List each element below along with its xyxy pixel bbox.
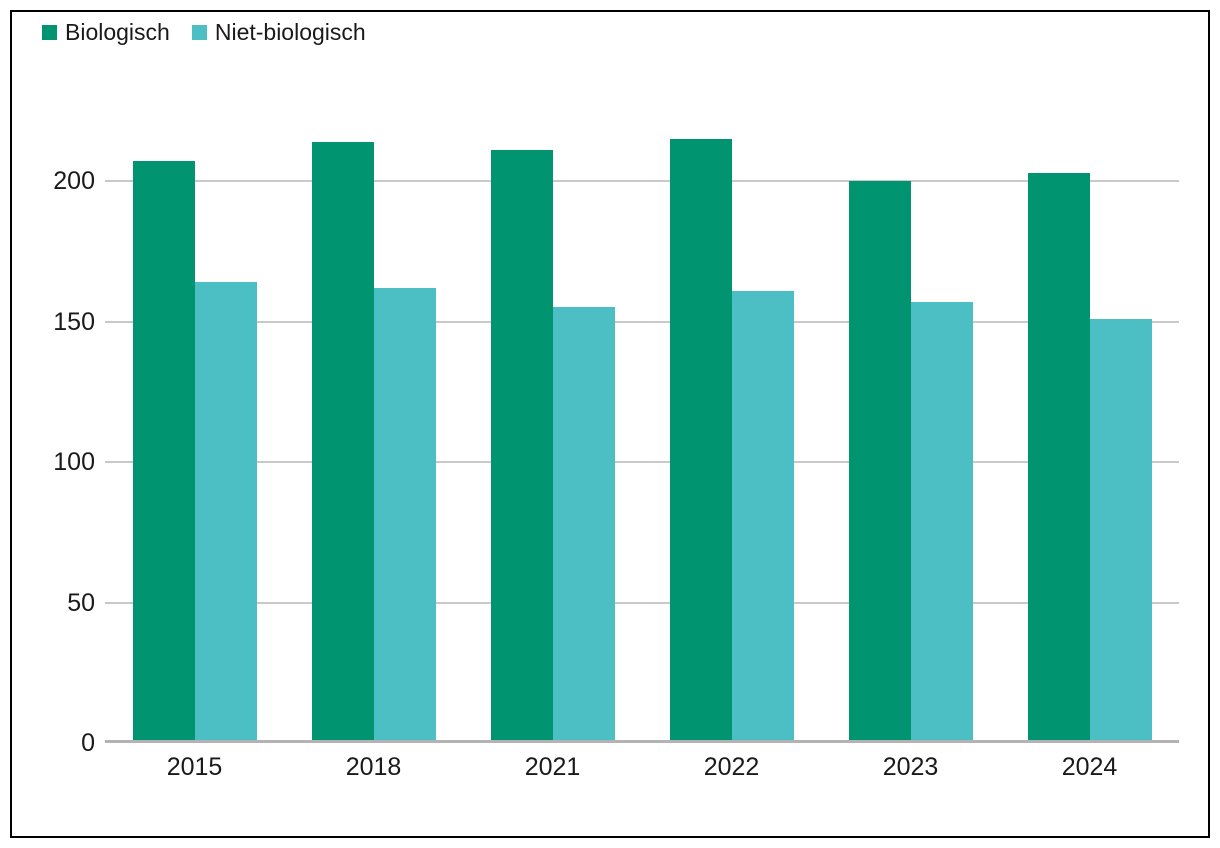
bar-niet-biologisch-2021 (552, 307, 615, 740)
bar-niet-biologisch-2015 (194, 282, 257, 740)
bar-niet-biologisch-2024 (1089, 318, 1152, 740)
x-tick-label-2024: 2024 (1061, 753, 1118, 781)
x-tick-label-2018: 2018 (345, 753, 402, 781)
bar-biologisch-2018 (311, 141, 374, 740)
y-axis-labels: 0 50 100 150 200 (0, 0, 95, 848)
gridline-50 (105, 601, 1179, 604)
bar-biologisch-2024 (1027, 172, 1090, 740)
legend-label-niet-biologisch: Niet-biologisch (214, 19, 366, 45)
gridline-100 (105, 461, 1179, 464)
legend-label-biologisch: Biologisch (65, 19, 170, 45)
y-tick-label-150: 150 (53, 307, 95, 336)
bar-group-2018 (284, 141, 463, 740)
bar-niet-biologisch-2022 (731, 290, 794, 740)
x-tick-label-2022: 2022 (703, 753, 760, 781)
x-axis-labels: 2015 2018 2021 2022 2023 2024 (105, 752, 1179, 786)
plot-area (105, 111, 1179, 743)
bar-niet-biologisch-2018 (373, 287, 436, 740)
x-axis-line (105, 740, 1179, 743)
x-tick-label-2021: 2021 (524, 753, 581, 781)
x-tick-label-2023: 2023 (882, 753, 939, 781)
x-tick-label-2015: 2015 (166, 753, 223, 781)
legend-swatch-niet-biologisch-icon (191, 25, 207, 40)
legend-item-niet-biologisch: Niet-biologisch (191, 19, 366, 45)
bar-biologisch-2022 (669, 138, 732, 740)
gridline-150 (105, 320, 1179, 323)
bar-group-2022 (642, 138, 821, 740)
y-tick-label-200: 200 (53, 167, 95, 196)
legend: Biologisch Niet-biologisch (42, 21, 366, 44)
y-tick-label-50: 50 (67, 588, 95, 617)
bar-group-2024 (1000, 172, 1179, 740)
y-tick-label-100: 100 (53, 448, 95, 477)
gridline-200 (105, 180, 1179, 183)
bar-biologisch-2023 (848, 181, 911, 740)
bar-biologisch-2021 (490, 150, 553, 740)
bar-niet-biologisch-2023 (910, 301, 973, 740)
legend-swatch-biologisch-icon (42, 25, 57, 40)
legend-item-biologisch: Biologisch (42, 21, 170, 44)
bar-group-2015 (105, 161, 284, 740)
bar-group-2021 (463, 150, 642, 740)
y-tick-label-0: 0 (81, 729, 95, 757)
bar-group-2023 (821, 181, 1000, 740)
bar-biologisch-2015 (132, 161, 195, 740)
